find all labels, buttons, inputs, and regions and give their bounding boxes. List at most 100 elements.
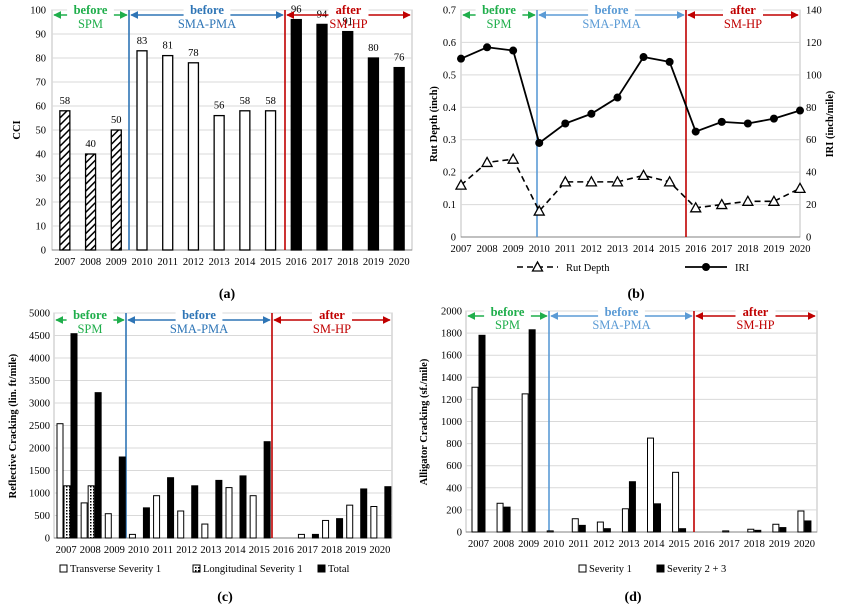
x-tick-label: 2007 [56, 545, 77, 556]
bar-transverse-2017 [297, 533, 305, 539]
y-tick-label: 0 [451, 233, 456, 244]
y-tick-label: 0.6 [443, 38, 456, 49]
y-tick-label: 0.3 [443, 135, 456, 146]
bar-cci-2020 [393, 66, 405, 251]
marker-iri-2014 [639, 53, 648, 62]
bar-severity23-2015 [679, 528, 687, 533]
legend-label-1: Severity 2 + 3 [667, 564, 726, 575]
legend-swatch-0 [578, 564, 587, 573]
bar-cci-2007 [59, 110, 71, 251]
y-tick-label: 80 [36, 54, 47, 65]
legend-label-1: Longitudinal Severity 1 [203, 564, 303, 575]
marker-rut-2012 [585, 175, 598, 187]
y-tick-label: 2500 [29, 421, 50, 432]
marker-rut-2019 [767, 194, 781, 206]
y2-tick-label: 120 [806, 38, 822, 49]
x-tick-label: 2019 [363, 257, 384, 268]
y-tick-label: 0.5 [443, 70, 456, 81]
y-tick-label: 100 [30, 6, 46, 17]
period-label-smhp-line2: SM-HP [736, 318, 774, 332]
period-label-smhp-label-bg [735, 305, 776, 318]
marker-rut-2011 [559, 175, 572, 187]
y-tick-label: 4500 [29, 331, 50, 342]
bar-cci-2015 [264, 110, 277, 251]
legend-swatch-1 [656, 564, 665, 573]
bar-longitudinal-2007 [63, 485, 71, 539]
bar-transverse-2019 [346, 504, 354, 539]
marker-rut-2020 [793, 182, 807, 194]
period-label-sma-label-bg [588, 3, 635, 16]
bar-transverse-2014 [225, 487, 233, 539]
x-tick-label: 2018 [337, 257, 358, 268]
marker-rut-2007 [454, 178, 468, 190]
bar-severity23-2014 [654, 503, 661, 533]
data-label-cci: 40 [85, 139, 96, 150]
y-tick-label: 10 [36, 222, 47, 233]
bar-cci-2008 [84, 153, 97, 251]
y-tick-label: 1000 [29, 489, 50, 500]
x-tick-label: 2019 [345, 545, 366, 556]
bar-cci-2010 [136, 50, 148, 251]
x-tick-label: 2014 [234, 257, 256, 268]
bar-total-2012 [191, 485, 199, 539]
x-tick-label: 2014 [644, 539, 666, 550]
x-tick-label: 2007 [54, 257, 75, 268]
y-tick-label: 70 [36, 78, 47, 89]
bar-transverse-2008 [80, 502, 88, 539]
line-iri [460, 46, 801, 145]
x-tick-label: 2011 [152, 545, 173, 556]
y-tick-label: 4000 [29, 354, 50, 365]
period-label-smhp-line1: after [336, 3, 362, 17]
y-tick-label: 0.2 [443, 168, 456, 179]
period-label-spm-line1: before [74, 3, 108, 17]
bar-severity1-2019 [772, 523, 780, 533]
period-label-sma-line2: SMA-PMA [178, 17, 236, 31]
bar-severity1-2010 [546, 530, 554, 533]
x-tick-label: 2016 [273, 545, 294, 556]
caption-a: (a) [219, 287, 236, 302]
bar-severity23-2019 [779, 527, 787, 533]
x-tick-label: 2015 [669, 539, 690, 550]
y-tick-label: 40 [36, 150, 47, 161]
panel-c-reflective-cracking-chart: 0 500 1000 1500 2000 2500 3000 3500 4000 4500 5000… [8, 308, 393, 575]
marker-rut-2018 [741, 194, 754, 206]
legend-label-0: Transverse Severity 1 [70, 564, 161, 575]
bar-cci-2016 [290, 18, 302, 251]
bar-total-2017 [311, 533, 319, 539]
data-label-cci: 83 [137, 36, 148, 47]
marker-iri-2009 [509, 46, 518, 55]
data-label-cci: 58 [240, 96, 251, 107]
y-tick-label: 0 [45, 534, 50, 545]
period-label-sma-line2: SMA-PMA [170, 322, 228, 336]
bar-severity1-2011 [571, 518, 579, 533]
legend-label-rut: Rut Depth [566, 263, 610, 274]
data-label-cci: 96 [291, 5, 302, 16]
period-label-spm-line1: before [491, 305, 525, 319]
period-label-sma-line1: before [182, 308, 216, 322]
bar-severity1-2015 [672, 471, 680, 533]
y-axis-title: Rut Depth (inch) [429, 86, 440, 162]
x-tick-label: 2012 [593, 539, 614, 550]
bar-severity1-2020 [797, 510, 805, 533]
period-label-smhp-line1: after [319, 308, 345, 322]
y-tick-label: 0.4 [443, 103, 457, 114]
bar-severity23-2008 [503, 506, 511, 533]
legend-swatch-0 [59, 564, 68, 573]
period-label-spm-line2: SPM [495, 318, 520, 332]
period-label-sma-label-bg [598, 305, 645, 318]
bar-severity23-2012 [603, 528, 611, 533]
x-tick-label: 2018 [321, 545, 342, 556]
period-label-sma-label-bg [175, 308, 223, 321]
x-tick-label: 2007 [468, 539, 489, 550]
marker-iri-2013 [613, 93, 622, 102]
marker-iri-2018 [743, 119, 752, 128]
x-tick-label: 2011 [569, 539, 590, 550]
y2-tick-label: 40 [806, 168, 817, 179]
period-label-spm-line2: SPM [486, 17, 511, 31]
data-label-cci: 76 [394, 53, 405, 64]
marker-rut-2017 [715, 198, 728, 210]
x-tick-label: 2012 [183, 257, 204, 268]
x-tick-label: 2015 [260, 257, 281, 268]
marker-iri-2017 [717, 117, 726, 126]
panel-a-cci-chart: 0 10 20 30 40 50 60 70 80 90 100 58 40 50 83 81 78 56 58 58… [12, 3, 413, 268]
